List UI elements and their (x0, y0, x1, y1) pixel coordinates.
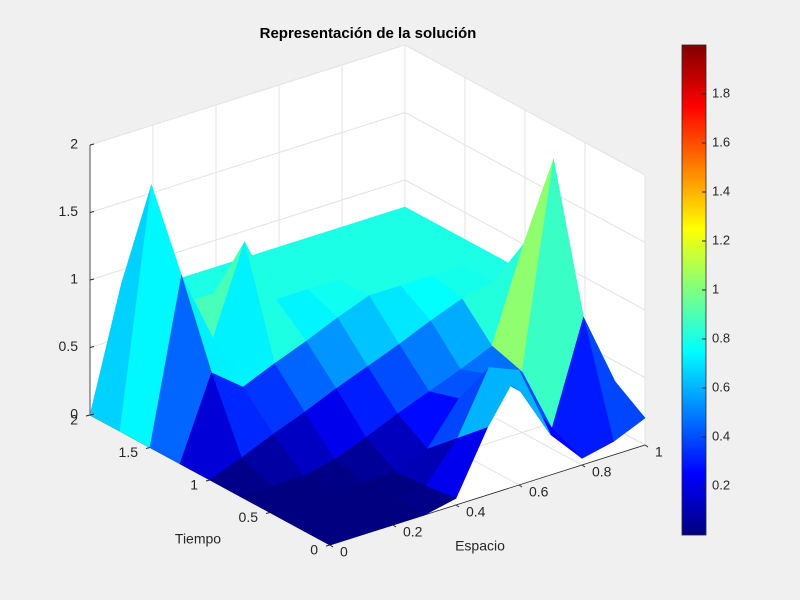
x-tick-label: 0 (340, 544, 348, 560)
grid-line (404, 112, 646, 243)
colorbar-tick-label: 1 (712, 281, 719, 296)
x-tick-label: 0.8 (592, 464, 612, 480)
x-axis-label: Espacio (455, 538, 505, 554)
x-tick-label: 1 (655, 444, 663, 460)
y-axis-label: Tiempo (175, 531, 221, 547)
grid-line (404, 44, 646, 176)
colorbar-tick-label: 0.6 (712, 379, 730, 394)
z-tick-label: 1.5 (59, 203, 79, 219)
x-tick (518, 484, 523, 488)
x-tick-label: 0.6 (529, 484, 549, 500)
z-tick (89, 211, 95, 213)
z-tick-label: 1 (70, 271, 78, 287)
colorbar-tick-label: 0.8 (712, 330, 730, 345)
colorbar-tick-label: 1.8 (712, 85, 730, 100)
y-tick-label: 2 (70, 412, 78, 428)
z-tick (89, 278, 95, 281)
x-tick (329, 544, 334, 548)
x-tick (392, 524, 397, 528)
colorbar-tick-label: 1.6 (712, 134, 730, 149)
z-tick (89, 346, 95, 348)
z-tick-label: 2 (70, 136, 78, 152)
colorbar-tick-label: 0.2 (712, 477, 730, 492)
grid-line (89, 44, 406, 146)
y-tick-label: 1 (190, 477, 198, 493)
x-tick-label: 0.2 (403, 524, 423, 540)
x-tick-label: 0.4 (466, 504, 486, 520)
y-tick-label: 1.5 (119, 444, 139, 460)
colorbar-tick-label: 1.4 (712, 183, 730, 198)
colorbar-tick-label: 1.2 (712, 232, 730, 247)
z-tick-label: 0 (70, 406, 78, 422)
colorbar-tick-label: 0.4 (712, 428, 730, 443)
y-tick (325, 544, 331, 547)
x-tick (581, 464, 586, 468)
surface-cell (299, 518, 362, 546)
x-tick (644, 444, 649, 448)
y-tick-label: 0 (310, 542, 318, 558)
chart-title: Representación de la solución (260, 25, 477, 42)
x-tick (455, 504, 460, 508)
y-tick (205, 479, 211, 482)
y-tick (265, 512, 271, 514)
z-tick (89, 413, 95, 416)
y-tick (85, 414, 91, 417)
z-tick-label: 0.5 (59, 338, 79, 354)
z-tick (89, 143, 95, 146)
grid-line (89, 112, 406, 213)
y-tick (145, 447, 151, 449)
y-tick-label: 0.5 (239, 509, 259, 525)
